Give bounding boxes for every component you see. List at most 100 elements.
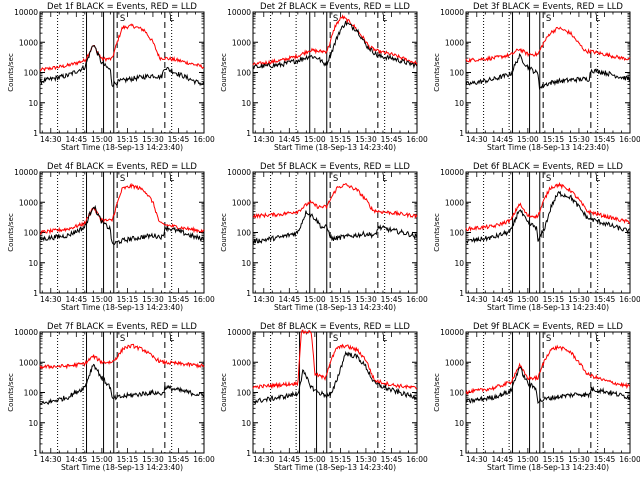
x-tick-label: 14:45 [279,455,301,464]
y-tick-label: 10 [28,259,38,268]
y-tick-label: 1000 [19,198,38,207]
x-tick-label: 15:30 [355,455,377,464]
panel-det-5: Det 5f BLACK = Events, RED = LLD 1 10 100 10… [220,162,428,312]
x-axis-label: Start Time (18-Sep-13 14:23:40) [274,143,396,152]
region-label-s: S [120,334,125,344]
y-tick-label: 1000 [19,38,38,47]
y-axis-label: Counts/sec [7,53,15,92]
x-tick-label: 16:00 [619,455,640,464]
region-label-l: L [595,334,600,344]
y-tick-label: 1 [459,289,464,298]
x-tick-label: 15:15 [117,455,139,464]
x-tick-label: 14:45 [66,135,88,144]
series-lld [252,14,418,67]
region-label-l: L [595,174,600,184]
y-axis-label: Counts/sec [433,213,441,252]
panel-det-7: Det 7f BLACK = Events, RED = LLD 1 10 100 10… [7,322,215,472]
y-axis-label: Counts/sec [433,53,441,92]
panel-title: Det 8f BLACK = Events, RED = LLD [260,322,410,332]
x-tick-label: 14:30 [40,455,62,464]
y-tick-label: 1000 [232,198,251,207]
panel-det-9: Det 9f BLACK = Events, RED = LLD 1 10 100 10… [433,322,640,472]
x-axis-label: Start Time (18-Sep-13 14:23:40) [61,143,183,152]
x-tick-label: 14:30 [40,135,62,144]
x-tick-label: 16:00 [193,295,215,304]
series-events [39,204,205,246]
x-tick-label: 15:15 [330,295,352,304]
x-tick-label: 16:00 [619,295,640,304]
x-tick-label: 16:00 [193,455,215,464]
x-tick-label: 16:00 [193,135,215,144]
x-tick-label: 14:45 [66,295,88,304]
series-events [465,190,630,244]
panel-det-4: Det 4f BLACK = Events, RED = LLD 1 10 100 10… [7,162,215,312]
y-tick-label: 10000 [440,8,464,17]
region-label-s: S [120,174,125,184]
y-tick-label: 100 [24,229,39,238]
y-tick-label: 10000 [440,328,464,337]
y-tick-label: 1000 [445,358,464,367]
y-axis-label: Counts/sec [220,213,228,252]
region-label-s: S [333,174,338,184]
series-lld [39,182,205,235]
x-tick-label: 15:45 [594,295,616,304]
y-tick-label: 10000 [227,168,251,177]
plot-frame [252,171,418,294]
y-tick-label: 1 [459,129,464,138]
x-axis-label: Start Time (18-Sep-13 14:23:40) [274,303,396,312]
x-tick-label: 15:15 [543,455,565,464]
y-tick-label: 10 [241,419,251,428]
y-tick-label: 10000 [440,168,464,177]
y-axis-label: Counts/sec [433,373,441,412]
region-label-l: L [169,334,174,344]
x-tick-label: 15:00 [517,295,539,304]
region-label-s: S [546,174,551,184]
panel-det-1: Det 1f BLACK = Events, RED = LLD 1 10 100 10… [7,2,215,152]
region-label-l: L [382,174,387,184]
x-tick-label: 15:15 [543,135,565,144]
x-tick-label: 14:30 [40,295,62,304]
x-axis-label: Start Time (18-Sep-13 14:23:40) [61,463,183,472]
y-tick-label: 1 [33,289,38,298]
x-tick-label: 14:45 [492,295,514,304]
series-events [252,20,418,70]
series-lld [39,343,205,370]
y-tick-label: 1000 [232,38,251,47]
series-lld [39,23,205,72]
x-tick-label: 15:15 [117,135,139,144]
plot-frame [39,11,205,134]
x-tick-label: 16:00 [406,135,428,144]
y-tick-label: 10000 [227,328,251,337]
y-tick-label: 1 [246,289,251,298]
x-tick-label: 15:30 [142,295,164,304]
x-tick-label: 15:15 [330,455,352,464]
x-tick-label: 14:30 [466,295,488,304]
panel-title: Det 9f BLACK = Events, RED = LLD [473,322,623,332]
y-axis-label: Counts/sec [220,373,228,412]
x-tick-label: 15:15 [117,295,139,304]
x-axis-label: Start Time (18-Sep-13 14:23:40) [487,143,609,152]
x-tick-label: 14:30 [253,295,275,304]
region-label-l: L [595,14,600,24]
y-tick-label: 100 [237,229,252,238]
region-label-s: S [333,14,338,24]
series-lld [465,344,631,396]
y-tick-label: 100 [237,389,252,398]
panel-det-8: Det 8f BLACK = Events, RED = LLD 1 10 100 10… [220,322,428,472]
region-label-s: S [546,14,551,24]
panel-title: Det 1f BLACK = Events, RED = LLD [47,2,197,12]
y-tick-label: 1 [246,129,251,138]
x-tick-label: 15:45 [168,135,190,144]
x-tick-label: 14:45 [279,295,301,304]
x-tick-label: 16:00 [619,135,640,144]
y-tick-label: 1 [33,449,38,458]
y-tick-label: 10 [454,259,464,268]
x-tick-label: 15:15 [543,295,565,304]
region-label-s: S [546,334,551,344]
x-tick-label: 15:45 [168,455,190,464]
x-tick-label: 15:45 [381,135,403,144]
x-tick-label: 15:00 [91,295,113,304]
x-axis-label: Start Time (18-Sep-13 14:23:40) [487,463,609,472]
region-label-l: L [169,14,174,24]
panel-title: Det 3f BLACK = Events, RED = LLD [473,2,623,12]
